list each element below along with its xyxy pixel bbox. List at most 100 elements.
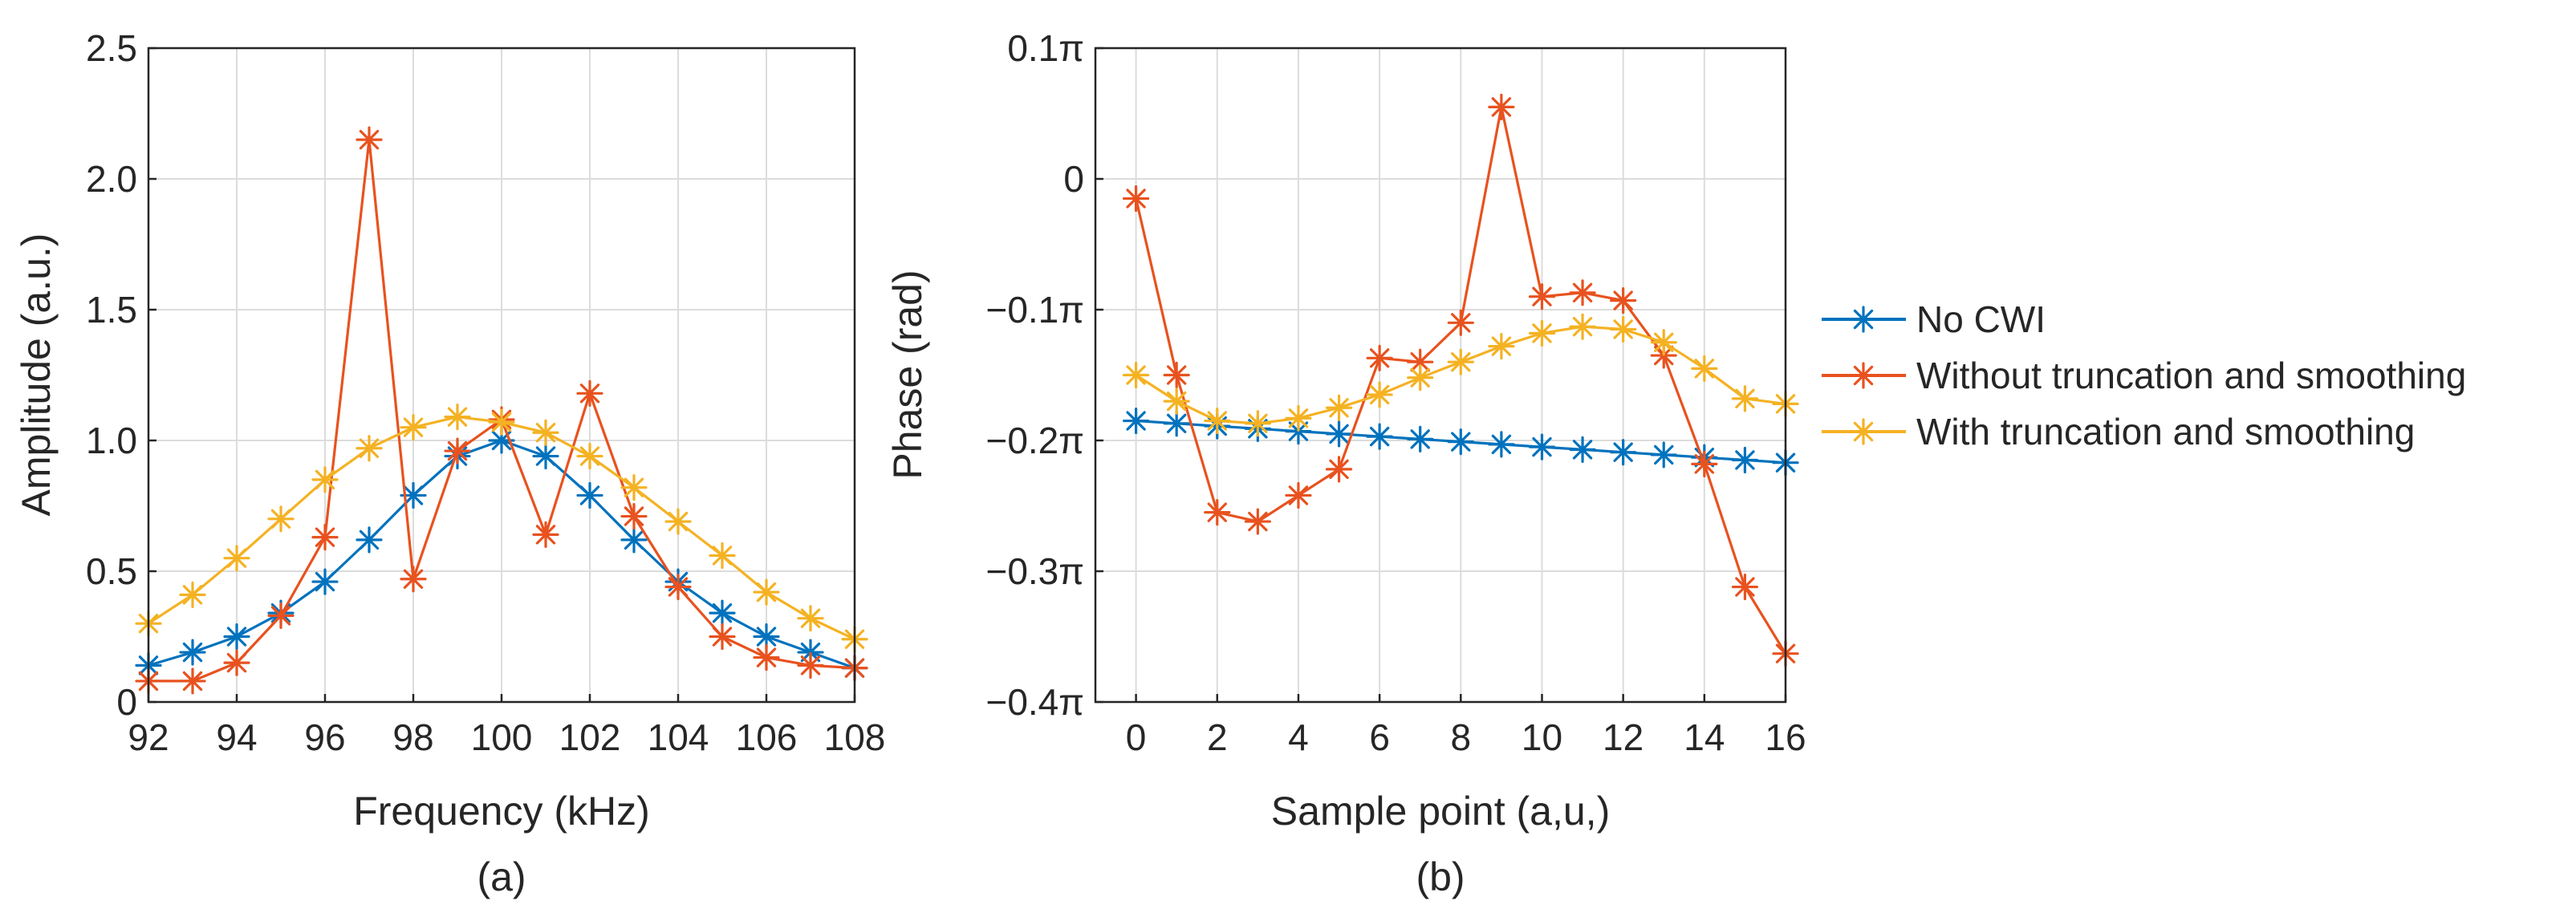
panel-a-point-with: [532, 419, 559, 446]
panel-b-series: [1122, 93, 1799, 667]
panel-a-point-no_cwi: [620, 526, 648, 554]
panel-b-point-without: [1731, 573, 1759, 601]
panel-b-ytick-label: −0.2π: [985, 420, 1084, 461]
panel-b-point-with: [1447, 348, 1474, 375]
panel-b-point-without: [1610, 286, 1637, 314]
panel-a-point-no_cwi: [179, 639, 206, 666]
panel-a-point-with: [576, 442, 603, 470]
panel-a-point-without: [753, 643, 780, 672]
panel-a-point-with: [753, 578, 780, 606]
panel-b-point-without: [1244, 508, 1271, 535]
panel-b-point-without: [1325, 456, 1353, 483]
panel-b-ytick-label: 0.1π: [1007, 27, 1084, 69]
panel-b-point-with: [1650, 329, 1677, 356]
panel-b-point-without: [1407, 348, 1434, 375]
panel-a-xtick-label: 98: [392, 716, 433, 758]
panel-b-xtick-label: 6: [1369, 716, 1390, 758]
panel-a-point-with: [797, 605, 824, 632]
legend-marker-without-glyph: [1850, 362, 1877, 389]
panel-b-point-no_cwi: [1163, 410, 1190, 437]
panel-b-point-without: [1528, 283, 1556, 310]
panel-a-ytick-label: 1.0: [86, 420, 137, 461]
panel-b-point-without: [1204, 499, 1231, 526]
panel-b-point-no_cwi: [1569, 436, 1596, 464]
panel-a-xtick-label: 94: [216, 716, 257, 758]
legend-marker-no-cwi: [1850, 306, 1877, 333]
panel-b-xtick-label: 12: [1603, 716, 1644, 758]
panel-a-xtick-label: 104: [648, 716, 709, 758]
panel-b-xtick-label: 14: [1684, 716, 1725, 758]
legend-entry-with: With truncation and smoothing: [1822, 411, 2415, 452]
panel-b-point-without: [1488, 93, 1515, 120]
legend-marker-no-cwi-glyph: [1850, 306, 1877, 333]
panel-b-point-no_cwi: [1325, 420, 1353, 448]
panel-b: 0 2 4 6 8 10 12 14 16 −0.4π −0.3π −0.2π −0.1π 0 0.1π S…: [885, 27, 1806, 899]
panel-b-point-with: [1204, 407, 1231, 435]
panel-b-point-with: [1731, 385, 1759, 412]
panel-a-xtick-label: 106: [736, 716, 798, 758]
panel-a-caption: (a): [477, 854, 526, 899]
panel-a-xtick-label: 108: [824, 716, 886, 758]
panel-a-point-with: [488, 408, 515, 436]
panel-a-point-with: [400, 414, 427, 441]
panel-b-point-no_cwi: [1447, 428, 1474, 456]
panel-b-point-no_cwi: [1488, 431, 1515, 458]
legend-marker-without: [1850, 362, 1877, 389]
panel-a-grid: [148, 47, 855, 703]
panel-b-point-with: [1244, 410, 1271, 437]
panel-b-point-with: [1610, 315, 1637, 343]
panel-b-xtick-label: 2: [1207, 716, 1228, 758]
legend-label-no-cwi: No CWI: [1916, 298, 2046, 340]
panel-b-xlabel: Sample point (a,u,): [1271, 789, 1610, 834]
panel-a-point-without: [444, 437, 471, 465]
legend-entry-without: Without truncation and smoothing: [1822, 355, 2466, 396]
legend-marker-with: [1850, 418, 1877, 445]
panel-b-point-with: [1163, 387, 1190, 415]
panel-b-grid: [1095, 47, 1786, 703]
panel-a-xtick-label: 100: [471, 716, 533, 758]
legend-label-with: With truncation and smoothing: [1916, 411, 2415, 452]
panel-a-point-with: [223, 545, 250, 572]
panel-b-point-no_cwi: [1650, 441, 1677, 469]
panel-b-point-with: [1569, 313, 1596, 340]
panel-a-point-without: [532, 521, 559, 548]
panel-a-point-with: [356, 435, 383, 462]
panel-a-point-no_cwi: [356, 526, 383, 554]
panel-a-ytick-label: 1.5: [86, 289, 137, 331]
panel-b-ylabel: Phase (rad): [885, 270, 930, 479]
panel-b-point-with: [1407, 364, 1434, 392]
panel-b-point-with: [1285, 404, 1312, 432]
panel-a-point-with: [267, 505, 295, 533]
panel-a-point-with: [664, 508, 692, 535]
panel-b-point-without: [1122, 185, 1150, 213]
panel-b-point-no_cwi: [1122, 407, 1150, 435]
panel-b-point-no_cwi: [1528, 433, 1556, 461]
panel-b-point-no_cwi: [1407, 425, 1434, 452]
panel-a-point-without: [709, 623, 736, 651]
panel-a-point-without: [400, 566, 427, 593]
panel-a-ytick-label: 2.0: [86, 158, 137, 200]
panel-b-point-without: [1569, 279, 1596, 306]
panel-a-ytick-label: 0: [116, 681, 137, 723]
panel-b-point-without: [1285, 481, 1312, 509]
panel-a-xtick-label: 92: [128, 716, 169, 758]
panel-b-point-without: [1691, 450, 1718, 477]
legend-label-without: Without truncation and smoothing: [1916, 355, 2466, 396]
panel-b-frame: [1094, 47, 1787, 704]
panel-a-point-without: [576, 379, 603, 407]
panel-b-point-with: [1691, 355, 1718, 382]
panel-b-xtick-label: 8: [1450, 716, 1471, 758]
panel-b-point-with: [1488, 333, 1515, 360]
panel-a-point-without: [267, 602, 295, 630]
panel-b-xtick-label: 10: [1522, 716, 1562, 758]
panel-b-xtick-label: 0: [1126, 716, 1147, 758]
panel-a-point-with: [179, 581, 206, 608]
panel-a-point-no_cwi: [709, 599, 736, 627]
panel-a-point-without: [356, 126, 383, 153]
panel-b-caption: (b): [1416, 854, 1465, 899]
legend-marker-with-glyph: [1850, 418, 1877, 445]
panel-a-ticks: 92 94 96 98 100 102 104 106 108 0 0.5 1.0 1.5 2.0 2.5: [86, 27, 885, 758]
panel-b-ytick-label: −0.3π: [985, 550, 1084, 592]
